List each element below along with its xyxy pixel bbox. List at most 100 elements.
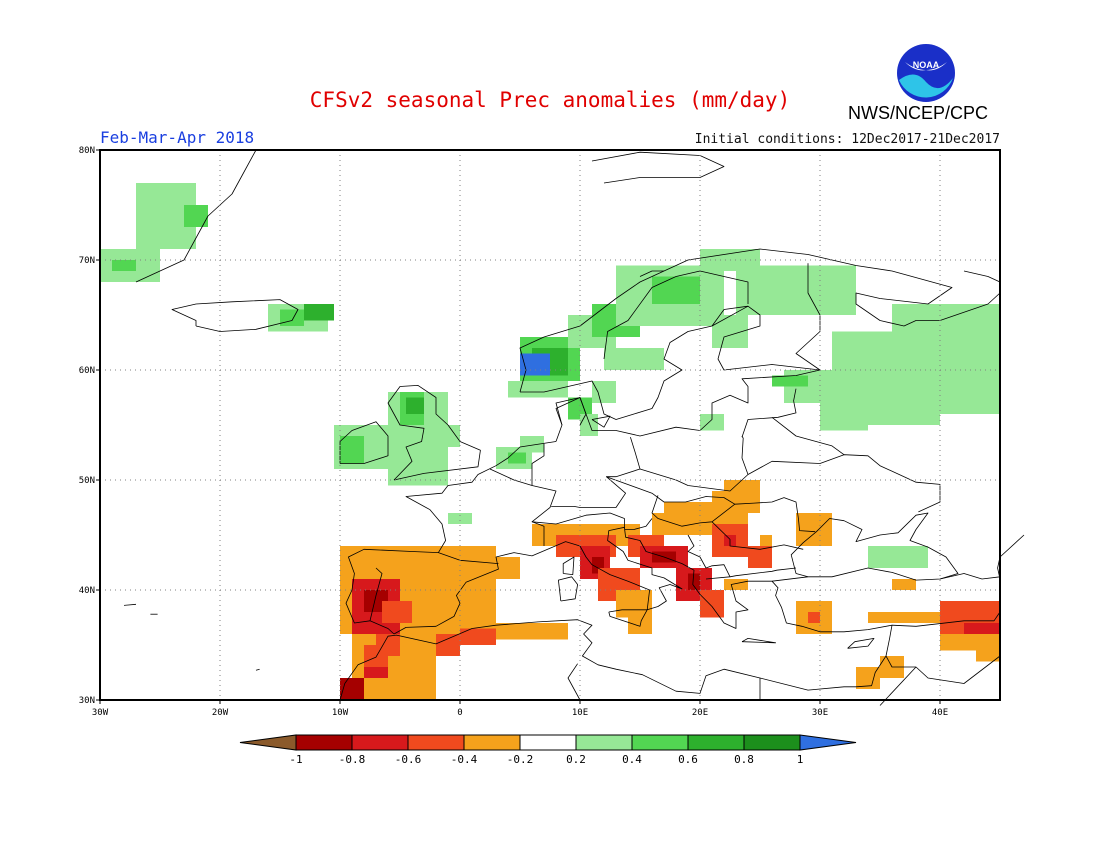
coastline	[555, 397, 587, 426]
anomaly-cell	[280, 309, 304, 326]
anomaly-cell	[724, 579, 748, 590]
latitude-tick-label: 40N	[79, 586, 95, 596]
coastline	[567, 663, 581, 701]
longitude-tick-label: 30E	[812, 708, 828, 718]
latitude-tick-label: 80N	[79, 146, 95, 156]
coastline	[699, 270, 749, 304]
chart-title: CFSv2 seasonal Prec anomalies (mm/day)	[309, 88, 791, 112]
coastline	[734, 497, 816, 533]
coastline	[771, 576, 809, 582]
coastline	[711, 305, 749, 327]
coastline	[123, 603, 137, 606]
agency-label: NWS/NCEP/CPC	[848, 103, 989, 123]
anomaly-cell	[820, 403, 868, 431]
coastline	[687, 534, 731, 580]
latitude-tick-label: 70N	[79, 256, 95, 266]
coastline	[591, 151, 725, 184]
coastline	[939, 573, 1001, 580]
anomaly-cell	[868, 612, 1000, 623]
anomaly-cell	[382, 601, 412, 623]
anomaly-cell	[652, 276, 700, 304]
coastline	[639, 435, 749, 492]
colorbar-segment	[463, 734, 521, 751]
longitude-tick-label: 20W	[212, 708, 229, 718]
coastline	[747, 454, 941, 513]
latitude-tick-label: 60N	[79, 366, 95, 376]
anomaly-cell	[460, 628, 496, 645]
coastline	[795, 263, 821, 371]
anomaly-cell	[112, 260, 136, 271]
anomaly-cell	[892, 579, 916, 590]
latitude-tick-label: 30N	[79, 696, 95, 706]
latitude-tick-label: 50N	[79, 476, 95, 486]
coastline	[562, 556, 575, 575]
anomaly-cell	[796, 513, 832, 546]
coastline	[608, 609, 648, 627]
anomaly-cell	[304, 320, 328, 332]
anomaly-cell	[856, 667, 880, 689]
colorbar-segment	[687, 734, 745, 751]
anomaly-cell	[712, 491, 760, 513]
anomaly-cell	[724, 480, 760, 491]
anomaly-cell	[820, 617, 832, 634]
anomaly-cell	[628, 623, 652, 634]
longitude-tick-label: 10E	[572, 708, 588, 718]
colorbar-segment	[519, 734, 577, 751]
anomaly-cell	[580, 414, 598, 436]
colorbar-label: -1	[289, 753, 302, 766]
anomaly-cell	[748, 546, 772, 568]
coastline	[520, 305, 821, 420]
anomaly-cell	[304, 304, 334, 321]
colorbar-segment	[295, 734, 353, 751]
anomaly-cell	[976, 645, 1000, 662]
anomaly-cell	[508, 381, 568, 398]
coastline	[624, 518, 653, 530]
anomaly-cell	[184, 205, 208, 227]
colorbar-segment	[407, 734, 465, 751]
colorbar-arrow-high	[799, 734, 857, 751]
gridlines	[100, 150, 1000, 700]
coastline	[555, 369, 821, 442]
coastline	[790, 512, 959, 581]
anomaly-cell	[736, 265, 856, 315]
colorbar-label: 0.4	[622, 753, 642, 766]
anomaly-cell	[520, 353, 550, 376]
coastline	[135, 149, 257, 283]
anomaly-cell	[520, 623, 568, 640]
coastline	[997, 534, 1025, 580]
initial-conditions: Initial conditions: 12Dec2017-21Dec2017	[694, 132, 1000, 147]
anomaly-cell	[760, 535, 772, 546]
coastline	[963, 270, 1001, 283]
colorbar-segment	[351, 734, 409, 751]
coastline	[171, 299, 299, 332]
colorbar-label: 0.6	[678, 753, 698, 766]
coastline	[639, 270, 664, 277]
coastline	[531, 443, 545, 486]
anomaly-cell	[604, 348, 664, 370]
coastline	[558, 576, 578, 602]
anomaly-cell	[484, 557, 520, 579]
anomaly-cells	[100, 183, 1000, 700]
longitude-tick-label: 30W	[92, 708, 109, 718]
anomaly-cell	[508, 452, 526, 464]
coastline	[255, 668, 260, 671]
anomaly-cell	[448, 513, 472, 524]
colorbar-label: 0.8	[734, 753, 754, 766]
coastline	[741, 388, 797, 438]
colorbar-segment	[575, 734, 633, 751]
map-frame	[99, 149, 1001, 701]
forecast-period: Feb-Mar-Apr 2018	[100, 128, 255, 147]
anomaly-cell	[436, 634, 460, 656]
anomaly-cell	[808, 612, 820, 623]
anomaly-cell	[340, 678, 364, 700]
longitude-tick-label: 40E	[932, 708, 948, 718]
anomaly-cell	[868, 546, 928, 568]
colorbar-label: -0.6	[395, 753, 422, 766]
colorbar-segment	[743, 734, 801, 751]
coastline	[847, 638, 875, 649]
coastline	[711, 521, 804, 550]
coastline	[891, 611, 1001, 627]
coastline	[885, 655, 1001, 684]
coastlines	[123, 149, 1025, 706]
colorbar-label: -0.4	[451, 753, 478, 766]
